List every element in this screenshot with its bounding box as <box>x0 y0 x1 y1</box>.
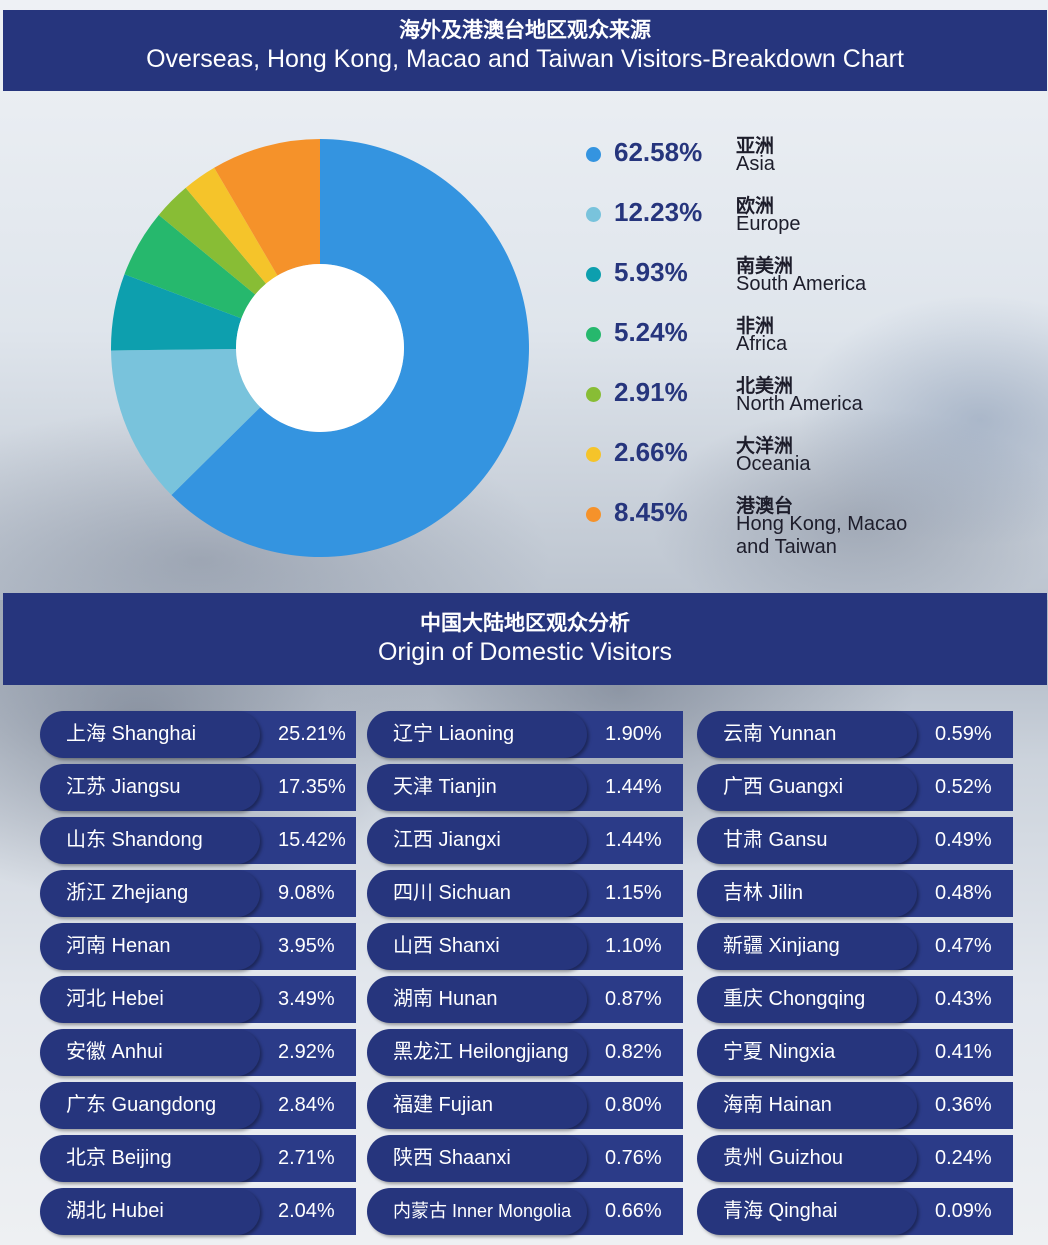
domestic-title-banner: 中国大陆地区观众分析 Origin of Domestic Visitors <box>3 593 1047 685</box>
legend-label-cn: 欧洲 <box>736 196 775 217</box>
legend-label-en: North America <box>736 393 863 415</box>
province-name: 江苏 Jiangsu <box>40 764 260 811</box>
legend-dot-icon <box>586 267 601 282</box>
legend-percent: 2.66% <box>614 437 688 467</box>
donut-slice-hong-kong-macao-and-taiwan <box>214 139 320 276</box>
province-percent: 1.44% <box>563 764 683 811</box>
province-name: 内蒙古 Inner Mongolia <box>367 1188 587 1235</box>
province-name: 天津 Tianjin <box>367 764 587 811</box>
legend-percent: 5.24% <box>614 317 688 347</box>
province-name: 安徽 Anhui <box>40 1029 260 1076</box>
legend-label-cn: 北美洲 <box>736 376 794 397</box>
domestic-title-en: Origin of Domestic Visitors <box>377 638 673 666</box>
legend-percent: 12.23% <box>614 197 703 227</box>
province-name: 河南 Henan <box>40 923 260 970</box>
province-name: 山东 Shandong <box>40 817 260 864</box>
province-name: 江西 Jiangxi <box>367 817 587 864</box>
province-name: 重庆 Chongqing <box>697 976 917 1023</box>
donut-slice-africa <box>124 214 256 319</box>
legend-dot-icon <box>586 447 601 462</box>
province-name: 黑龙江 Heilongjiang <box>367 1029 587 1076</box>
province-percent: 0.48% <box>893 870 1013 917</box>
province-name: 浙江 Zhejiang <box>40 870 260 917</box>
province-percent: 1.10% <box>563 923 683 970</box>
legend-percent: 62.58% <box>614 137 703 167</box>
province-name: 新疆 Xinjiang <box>697 923 917 970</box>
legend-label-en: Europe <box>736 213 801 235</box>
donut-slice-south-america <box>111 274 242 351</box>
chart-title-banner: 海外及港澳台地区观众来源 Overseas, Hong Kong, Macao … <box>3 10 1047 91</box>
legend-label-en: Asia <box>736 153 775 175</box>
legend-dot-icon <box>586 387 601 402</box>
legend-dot-icon <box>586 507 601 522</box>
province-name: 四川 Sichuan <box>367 870 587 917</box>
legend-label-cn: 非洲 <box>736 316 775 337</box>
legend-label-en: Hong Kong, Macao and Taiwan <box>736 513 908 558</box>
province-name: 贵州 Guizhou <box>697 1135 917 1182</box>
legend-dot-icon <box>586 207 601 222</box>
province-name: 河北 Hebei <box>40 976 260 1023</box>
province-name: 陕西 Shaanxi <box>367 1135 587 1182</box>
province-name: 福建 Fujian <box>367 1082 587 1129</box>
chart-title-cn: 海外及港澳台地区观众来源 <box>399 19 651 42</box>
domestic-title-cn: 中国大陆地区观众分析 <box>420 612 630 635</box>
legend-percent: 8.45% <box>614 497 688 527</box>
province-name: 北京 Beijing <box>40 1135 260 1182</box>
legend-percent: 2.91% <box>614 377 688 407</box>
legend-label-cn: 港澳台 <box>736 496 794 517</box>
province-percent: 17.35% <box>236 764 356 811</box>
legend-label-cn: 大洋洲 <box>736 436 794 457</box>
province-name: 甘肃 Gansu <box>697 817 917 864</box>
legend-label-en: Africa <box>736 333 788 355</box>
chart-title-en: Overseas, Hong Kong, Macao and Taiwan Vi… <box>146 45 904 73</box>
province-name: 海南 Hainan <box>697 1082 917 1129</box>
legend-percent: 5.93% <box>614 257 688 287</box>
province-name: 青海 Qinghai <box>697 1188 917 1235</box>
province-name: 湖北 Hubei <box>40 1188 260 1235</box>
legend-label-cn: 南美洲 <box>736 256 794 277</box>
province-name: 广西 Guangxi <box>697 764 917 811</box>
legend-label-en: South America <box>736 273 867 295</box>
province-name: 湖南 Hunan <box>367 976 587 1023</box>
province-name: 宁夏 Ningxia <box>697 1029 917 1076</box>
province-name: 上海 Shanghai <box>40 711 260 758</box>
province-name: 山西 Shanxi <box>367 923 587 970</box>
province-name: 辽宁 Liaoning <box>367 711 587 758</box>
province-name: 吉林 Jilin <box>697 870 917 917</box>
donut-slice-oceania <box>185 167 278 284</box>
donut-chart <box>111 139 530 557</box>
province-name: 云南 Yunnan <box>697 711 917 758</box>
donut-slice-north-america <box>158 187 267 295</box>
legend-label-cn: 亚洲 <box>736 136 775 157</box>
legend-label-en: Oceania <box>736 453 811 475</box>
province-name: 广东 Guangdong <box>40 1082 260 1129</box>
legend-dot-icon <box>586 147 601 162</box>
legend-dot-icon <box>586 327 601 342</box>
province-percent: 0.66% <box>563 1188 683 1235</box>
donut-hole <box>236 264 404 432</box>
donut-slice-asia <box>171 139 530 557</box>
donut-slice-europe <box>111 349 261 496</box>
province-percent: 0.80% <box>563 1082 683 1129</box>
